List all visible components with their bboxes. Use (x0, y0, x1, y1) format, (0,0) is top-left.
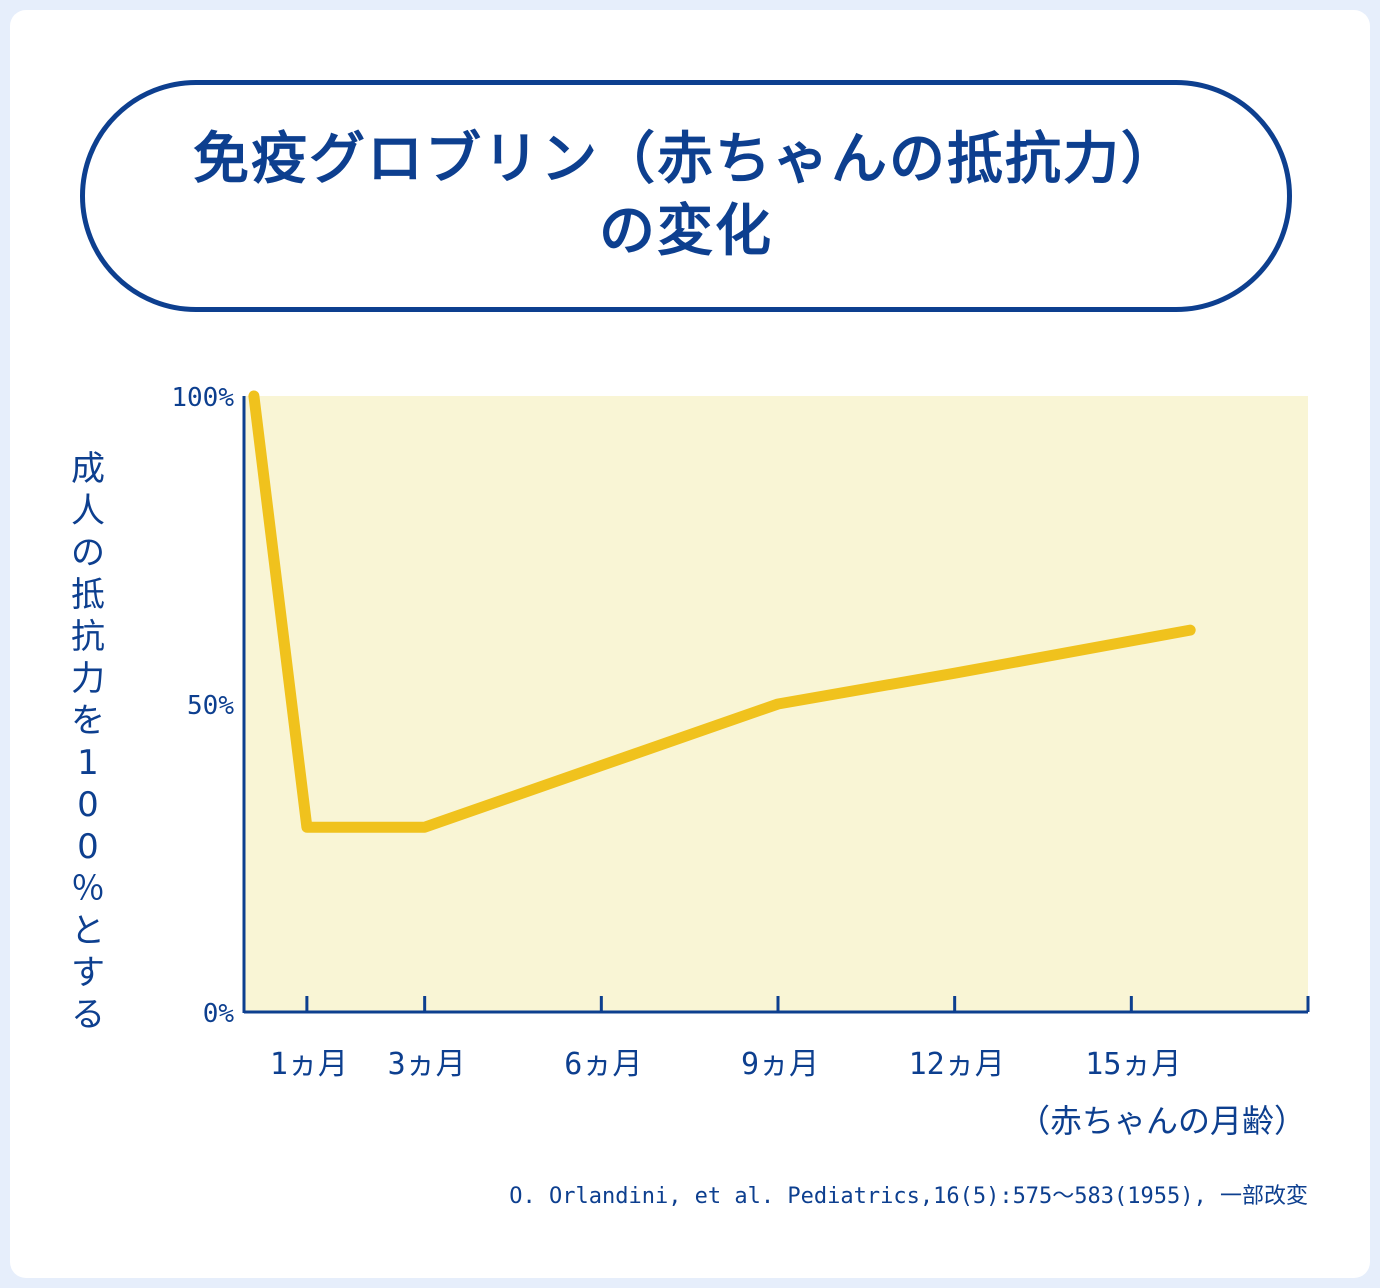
title-line-1: 免疫グロブリン（赤ちゃんの抵抗力） (193, 127, 1179, 192)
title-box: 免疫グロブリン（赤ちゃんの抵抗力） の変化 (80, 80, 1292, 312)
x-tick-label: 6ヵ月 (564, 1047, 642, 1082)
y-axis-label: 成人の抵抗力を 1 0 0 ％とする (68, 448, 108, 1036)
y-tick-label: 0% (203, 999, 235, 1029)
title-line-2: の変化 (599, 199, 773, 264)
y-axis-label-char: 0 (77, 785, 99, 825)
y-axis-label-char: 力 (71, 659, 105, 699)
x-tick-label: 9ヵ月 (741, 1047, 819, 1082)
x-axis-label: （赤ちゃんの月齢） (1018, 1102, 1306, 1140)
y-tick-label: 50% (187, 691, 234, 721)
y-axis-label-char: 抗 (71, 617, 105, 657)
y-axis-label-char: 成 (71, 449, 105, 489)
y-axis-label-char: を (71, 701, 105, 741)
y-axis-label-char: 0 (77, 827, 99, 867)
x-tick-label: 15ヵ月 (1085, 1047, 1181, 1082)
y-axis-label-char: ％ (71, 869, 105, 909)
y-axis-label-char: 1 (77, 743, 99, 783)
y-axis-label-char: す (71, 953, 105, 993)
y-axis-label-char: 抵 (71, 575, 105, 615)
y-tick-label: 100% (171, 383, 234, 413)
y-axis-label-char: る (71, 995, 105, 1035)
y-axis-label-char: と (71, 911, 105, 951)
y-axis-label-char: 人 (71, 491, 105, 531)
x-tick-label: 12ヵ月 (909, 1047, 1005, 1082)
x-tick-label: 1ヵ月 (270, 1047, 348, 1082)
x-tick-label: 3ヵ月 (388, 1047, 466, 1082)
y-axis-label-char: の (71, 533, 105, 573)
source-citation: O. Orlandini, et al. Pediatrics,16(5):57… (509, 1184, 1308, 1209)
